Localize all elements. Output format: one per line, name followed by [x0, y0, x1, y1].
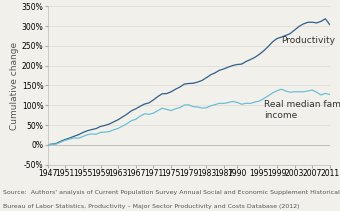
Y-axis label: Cumulative change: Cumulative change	[10, 41, 19, 130]
Text: Real median family
income: Real median family income	[264, 100, 340, 120]
Text: Source:  Authors' analysis of Current Population Survey Annual Social and Econom: Source: Authors' analysis of Current Pop…	[3, 190, 340, 195]
Text: Productivity: Productivity	[281, 36, 335, 45]
Text: Bureau of Labor Statistics, Productivity – Major Sector Productivity and Costs D: Bureau of Labor Statistics, Productivity…	[3, 204, 300, 209]
